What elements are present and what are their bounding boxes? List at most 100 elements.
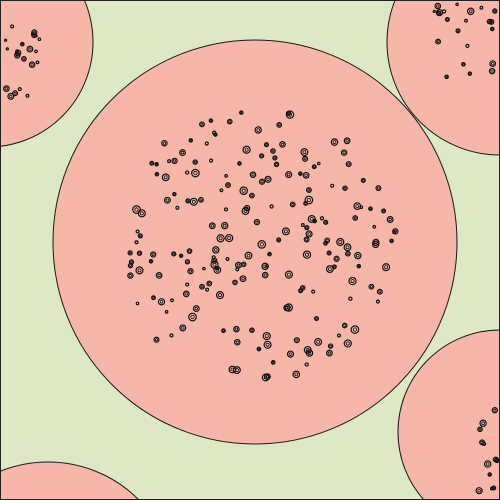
dot-center: [386, 216, 394, 223]
dot-center: [323, 219, 329, 225]
dot-top-right-inner: [436, 4, 440, 8]
dot-center-inner: [210, 224, 214, 228]
dot-center-inner: [353, 216, 357, 220]
dot-center: [189, 197, 198, 206]
dot-center: [223, 207, 229, 212]
dot-center: [258, 153, 265, 159]
dot-center-inner: [155, 163, 158, 166]
dot-center: [292, 370, 301, 379]
dot-center-inner: [152, 296, 155, 299]
dot-center: [372, 238, 380, 246]
dot-center-inner: [291, 203, 295, 206]
dot-top-right-inner: [493, 9, 497, 13]
dot-center: [161, 139, 168, 147]
dot-center: [327, 343, 334, 349]
dot-center: [208, 118, 214, 123]
dot-center-inner: [303, 157, 307, 161]
dot-center: [293, 337, 301, 344]
dot-center: [286, 350, 295, 358]
dot-center: [149, 160, 155, 166]
dot-center-inner: [275, 163, 278, 166]
dot-center: [179, 324, 187, 332]
dot-center: [135, 266, 144, 275]
dot-center: [300, 148, 309, 157]
dot-center: [179, 149, 186, 157]
dot-center-inner: [345, 139, 349, 143]
dot-center: [205, 287, 210, 292]
dot-center-inner: [345, 341, 350, 346]
dot-center: [352, 215, 359, 221]
dot-center-inner: [263, 264, 267, 269]
dot-center: [148, 258, 154, 264]
dot-center: [325, 265, 334, 274]
dot-bottom-right-inner: [495, 459, 499, 462]
dot-bottom-right: [494, 457, 500, 464]
dot-center-inner: [218, 293, 222, 298]
dot-center: [263, 142, 270, 148]
dot-center-inner: [305, 226, 309, 229]
dot-center: [285, 171, 293, 179]
dot-center: [256, 346, 262, 352]
dot-center-inner: [309, 217, 314, 221]
dot-center: [184, 259, 191, 265]
dot-center-inner: [263, 273, 267, 277]
dot-center: [170, 298, 174, 303]
dot-top-right: [435, 38, 442, 45]
dot-center-inner: [325, 238, 329, 242]
dot-center-inner: [200, 122, 204, 126]
dot-bottom-right-inner: [477, 488, 481, 493]
dot-top-right-inner: [468, 9, 473, 14]
dot-top-right: [465, 43, 470, 49]
dot-center: [206, 280, 213, 287]
dot-center-inner: [179, 254, 183, 257]
dot-center-inner: [286, 172, 291, 177]
dot-center: [240, 261, 247, 268]
dot-center: [343, 137, 351, 145]
dot-center: [330, 183, 335, 188]
dot-center-inner: [180, 150, 185, 155]
dot-center-inner: [343, 186, 347, 190]
dot-center: [157, 298, 166, 306]
dot-center: [208, 222, 216, 230]
dot-center-inner: [250, 194, 254, 198]
dot-center: [270, 148, 276, 154]
dot-center: [305, 230, 313, 238]
dot-center: [336, 333, 342, 338]
dot-center-inner: [128, 274, 132, 278]
dot-center: [128, 259, 135, 265]
dot-top-right: [434, 2, 442, 10]
dot-center-inner: [307, 188, 311, 192]
dot-center-inner: [355, 204, 360, 208]
dot-center: [333, 255, 340, 262]
dot-center: [354, 251, 362, 260]
dot-center: [188, 138, 194, 143]
dot-center-inner: [287, 112, 293, 117]
dot-center-inner: [382, 209, 385, 213]
dot-center: [345, 250, 351, 257]
dot-center-inner: [235, 340, 239, 344]
dot-center-inner: [294, 372, 299, 377]
dot-center: [127, 250, 133, 256]
dot-center: [225, 182, 231, 189]
dot-center-inner: [172, 252, 176, 256]
dot-center-inner: [134, 207, 139, 212]
dot-center-inner: [304, 173, 308, 177]
dot-center: [136, 250, 143, 256]
dot-center-inner: [327, 251, 331, 255]
dot-center-inner: [277, 123, 281, 127]
dot-top-right: [466, 7, 475, 16]
dot-top-right-inner: [489, 20, 493, 24]
dot-top-right: [489, 60, 497, 67]
dot-center: [392, 230, 396, 235]
dot-center-inner: [184, 292, 188, 296]
dot-center: [375, 185, 382, 192]
dot-center-inner: [150, 161, 154, 165]
dot-center-inner: [357, 264, 360, 268]
dot-center: [150, 251, 157, 258]
dot-center-inner: [193, 160, 197, 164]
dot-center: [154, 171, 160, 177]
dot-center: [368, 206, 373, 212]
dot-center: [237, 161, 242, 166]
dot-center-inner: [137, 268, 142, 273]
